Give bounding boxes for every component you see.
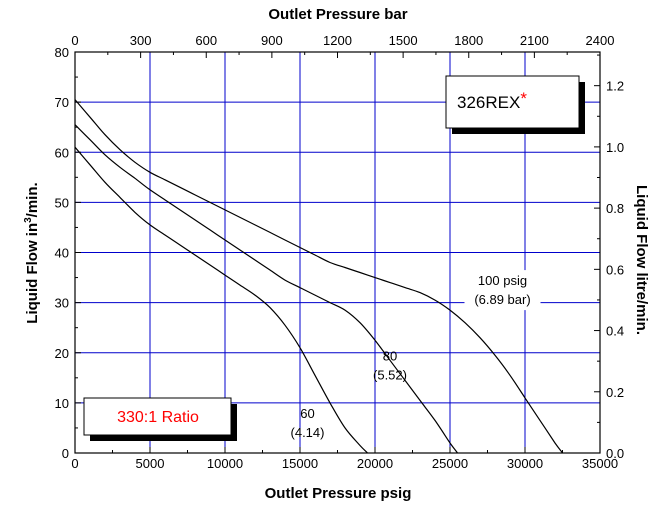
ticks: [74, 51, 601, 454]
x-bottom-tick-label: 25000: [432, 456, 468, 471]
x-top-tick-label: 1800: [454, 33, 483, 48]
y-right-tick-label: 1.2: [606, 79, 624, 94]
ratio-box-frame: [83, 397, 232, 436]
y-left-tick-label: 30: [55, 296, 69, 311]
y-left-tick-label: 40: [55, 246, 69, 261]
y-right-title: Liquid Flow litre/min.: [633, 185, 650, 335]
x-top-tick-label: 1500: [389, 33, 418, 48]
y-right-tick-label: 0.4: [606, 324, 624, 339]
x-bottom-tick-label: 0: [71, 456, 78, 471]
x-top-tick-label: 900: [261, 33, 283, 48]
series-label-line1: 60: [300, 406, 314, 421]
series-label-line2: (6.89 bar): [474, 292, 530, 307]
y-left-tick-label: 20: [55, 346, 69, 361]
x-bottom-tick-label: 10000: [207, 456, 243, 471]
model-box-frame: [445, 75, 580, 129]
x-top-tick-label: 300: [130, 33, 152, 48]
ratio-box: 330:1 Ratio: [83, 397, 237, 441]
grid-lines: [75, 52, 600, 453]
model-name: 326REX: [457, 93, 520, 112]
series-label-line2: (4.14): [291, 425, 325, 440]
series-line: [74, 146, 368, 454]
x-bottom-tick-label: 35000: [582, 456, 618, 471]
y-right-tick-label: 0.0: [606, 446, 624, 461]
y-left-tick-label: 70: [55, 95, 69, 110]
x-top-tick-label: 2400: [586, 33, 615, 48]
y-left-title-tail: /min.: [24, 182, 41, 217]
x-top-title: Outlet Pressure bar: [268, 6, 407, 23]
model-label: 326REX*: [457, 89, 527, 112]
x-top-tick-label: 1200: [323, 33, 352, 48]
x-bottom-tick-label: 30000: [507, 456, 543, 471]
y-left-tick-label: 60: [55, 145, 69, 160]
x-top-tick-label: 2100: [520, 33, 549, 48]
x-bottom-tick-label: 20000: [357, 456, 393, 471]
y-left-title-main: Liquid Flow in: [24, 223, 41, 324]
series-label-background: [464, 270, 541, 311]
x-top-tick-label: 600: [195, 33, 217, 48]
ratio-label: 330:1 Ratio: [117, 409, 199, 426]
y-right-tick-label: 1.0: [606, 140, 624, 155]
x-top-tick-label: 0: [71, 33, 78, 48]
series-line: [74, 99, 563, 454]
series-label-line1: 80: [383, 348, 397, 363]
series-label-line1: 100 psig: [478, 273, 527, 288]
series-label-line2: (5.52): [373, 367, 407, 382]
y-left-tick-label: 10: [55, 396, 69, 411]
y-left-tick-label: 0: [62, 446, 69, 461]
y-right-tick-label: 0.8: [606, 201, 624, 216]
series-line: [74, 124, 458, 454]
y-right-tick-label: 0.6: [606, 262, 624, 277]
y-left-tick-label: 50: [55, 195, 69, 210]
curves: [74, 99, 563, 454]
x-bottom-tick-label: 15000: [282, 456, 318, 471]
model-mark: *: [520, 89, 527, 108]
y-left-title: Liquid Flow in3/min.: [23, 182, 41, 323]
curve-labels: 60 (4.14) 80 (5.52) 100 psig (6.89 bar): [291, 270, 541, 440]
y-left-title-sup: 3: [23, 217, 34, 223]
y-left-tick-label: 80: [55, 45, 69, 60]
model-box: 326REX*: [445, 75, 585, 134]
x-bottom-tick-label: 5000: [136, 456, 165, 471]
y-right-tick-label: 0.2: [606, 385, 624, 400]
x-bottom-title: Outlet Pressure psig: [265, 485, 412, 502]
